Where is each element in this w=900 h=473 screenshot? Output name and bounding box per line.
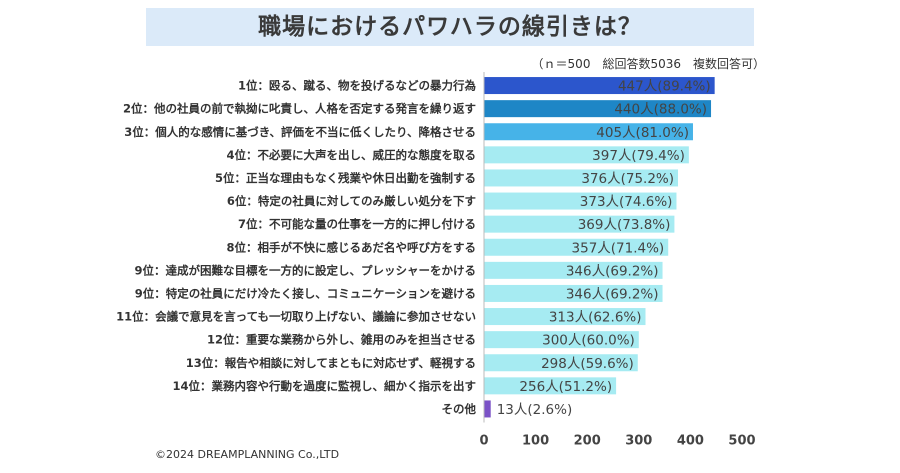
data-label: 376人(75.2%): [581, 171, 674, 187]
chart-title: 職場におけるパワハラの線引きは？: [258, 14, 642, 40]
category-label: 2位：他の社員の前で執拗に叱責し、人格を否定する発言を繰り返す: [123, 102, 476, 116]
x-tick-label: 400: [677, 434, 704, 449]
bar: [484, 377, 617, 395]
copyright: ©2024 DREAMPLANNING Co.,LTD: [155, 448, 340, 461]
data-label: 373人(74.6%): [580, 194, 673, 210]
data-label: 405人(81.0%): [596, 125, 689, 141]
data-label: 447人(89.4%): [618, 79, 711, 95]
category-label: 14位：業務内容や行動を過度に監視し、細かく指示を出す: [172, 379, 476, 393]
category-label: 11位：会議で意見を言っても一切取り上げない、議論に参加させない: [116, 310, 476, 324]
sample-note: （ｎ＝500 総回答数5036 複数回答可）: [531, 57, 765, 71]
title-band: [146, 8, 754, 46]
category-label: 13位：報告や相談に対してまともに対応せず、軽視する: [186, 356, 476, 370]
x-tick-label: 0: [479, 434, 488, 449]
data-label: 346人(69.2%): [566, 263, 659, 279]
category-label: 5位：正当な理由もなく残業や休日出勤を強制する: [215, 171, 476, 185]
data-label: 298人(59.6%): [541, 356, 634, 372]
bar: [484, 146, 689, 164]
x-tick-label: 300: [625, 434, 652, 449]
category-label: その他: [442, 402, 477, 416]
category-label: 7位：不可能な量の仕事を一方的に押し付ける: [238, 217, 476, 231]
category-label: 4位：不必要に大声を出し、威圧的な態度を取る: [227, 148, 477, 162]
bar: [484, 308, 646, 326]
category-label: 1位：殴る、蹴る、物を投げるなどの暴力行為: [238, 79, 476, 93]
category-label: 9位：達成が困難な目標を一方的に設定し、プレッシャーをかける: [135, 263, 477, 277]
bar: [484, 100, 712, 118]
category-label: 12位：重要な業務から外し、雑用のみを担当させる: [207, 333, 476, 347]
x-tick-label: 500: [728, 434, 755, 449]
bar: [484, 77, 715, 95]
category-label: 9位：特定の社員にだけ冷たく接し、コミュニケーションを避ける: [135, 286, 476, 300]
data-label: 346人(69.2%): [566, 286, 659, 302]
bar: [484, 331, 639, 349]
bar: [484, 169, 679, 187]
data-label: 357人(71.4%): [572, 240, 665, 256]
bar: [484, 123, 693, 141]
x-tick-label: 100: [522, 434, 549, 449]
data-label: 300人(60.0%): [542, 333, 635, 349]
category-label: 8位：相手が不快に感じるあだ名や呼び方をする: [227, 240, 477, 254]
category-label: 3位：個人的な感情に基づき、評価を不当に低くしたり、降格させる: [124, 125, 476, 139]
bar: [484, 261, 663, 279]
category-label: 6位：特定の社員に対してのみ厳しい処分を下す: [227, 194, 476, 208]
bar: [484, 354, 638, 372]
data-label: 313人(62.6%): [549, 310, 642, 326]
data-label: 369人(73.8%): [578, 217, 671, 233]
data-label: 440人(88.0%): [614, 102, 707, 118]
x-tick-label: 200: [574, 434, 601, 449]
bar: [484, 238, 669, 256]
data-label: 397人(79.4%): [592, 148, 685, 164]
bar: [484, 400, 491, 418]
bar: [484, 215, 675, 233]
data-label: 256人(51.2%): [519, 379, 612, 395]
data-label: 13人(2.6%): [497, 402, 573, 418]
bar: [484, 284, 663, 302]
bar: [484, 192, 677, 210]
